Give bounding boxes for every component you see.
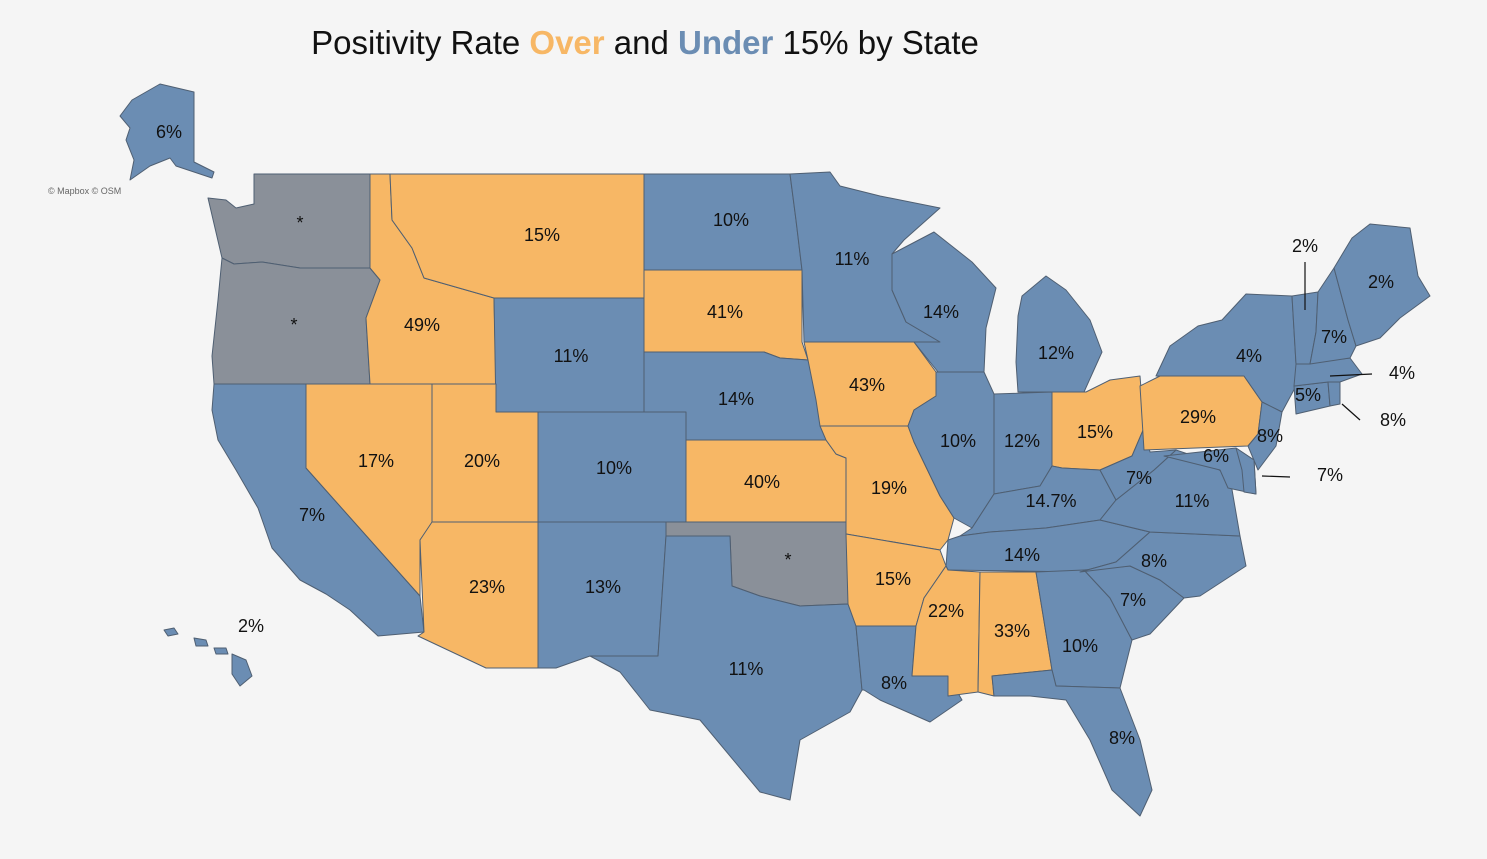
state-label-oh: 15% [1077,422,1113,442]
state-label-or: * [290,315,297,335]
state-label-nc: 8% [1141,551,1167,571]
state-label-de: 7% [1317,465,1343,485]
state-label-ia: 43% [849,375,885,395]
state-label-md: 6% [1203,446,1229,466]
state-label-ms: 22% [928,601,964,621]
state-label-ar: 15% [875,569,911,589]
title-part-2: and [604,24,679,61]
state-nc[interactable] [1079,531,1247,599]
state-label-nh: 7% [1321,327,1347,347]
state-label-sc: 7% [1120,590,1146,610]
state-de[interactable] [1235,447,1257,495]
state-label-wi: 14% [923,302,959,322]
state-label-ut: 20% [464,451,500,471]
state-label-mo: 19% [871,478,907,498]
title-under-word: Under [678,24,774,61]
state-label-nd: 10% [713,210,749,230]
state-label-mt: 15% [524,225,560,245]
leader-line-ri [1341,403,1361,421]
state-mi[interactable] [1015,275,1103,393]
state-tx[interactable] [589,535,863,801]
state-labels-layer: * * 7% 49% 17% 15% 11% 20% 23% 10% 13% 10% 41% 14% 40%… [156,122,1415,748]
state-label-ct: 5% [1295,385,1321,405]
state-ri[interactable] [1327,381,1341,407]
state-label-ny: 4% [1236,346,1262,366]
state-label-vt: 2% [1292,236,1318,256]
state-label-al: 33% [994,621,1030,641]
state-label-wa: * [296,213,303,233]
state-mt[interactable] [389,173,645,299]
states-layer [119,83,1431,817]
state-label-ca: 7% [299,505,325,525]
state-label-mi: 12% [1038,343,1074,363]
state-label-ga: 10% [1062,636,1098,656]
state-label-ky: 14.7% [1025,491,1076,511]
state-label-az: 23% [469,577,505,597]
state-label-la: 8% [881,673,907,693]
title-part-3: 15% by State [773,24,979,61]
state-label-tn: 14% [1004,545,1040,565]
state-nj[interactable] [1247,401,1283,471]
state-label-wy: 11% [554,346,589,366]
state-label-ak: 6% [156,122,182,142]
state-ak[interactable] [119,83,215,181]
title-over-word: Over [529,24,605,61]
state-wa[interactable] [207,173,371,269]
state-label-va: 11% [1175,491,1210,511]
state-label-nm: 13% [585,577,621,597]
state-label-in: 12% [1004,431,1040,451]
state-label-pa: 29% [1180,407,1216,427]
title-part-1: Positivity Rate [311,24,530,61]
state-label-ma: 4% [1389,363,1415,383]
state-label-wv: 7% [1126,468,1152,488]
leader-line-ma [1329,373,1373,377]
state-wv[interactable] [1099,427,1177,501]
state-label-nj: 8% [1257,426,1283,446]
leader-lines-layer [1261,262,1373,478]
state-label-tx: 11% [729,659,764,679]
state-label-fl: 8% [1109,728,1135,748]
state-label-me: 2% [1368,272,1394,292]
state-me[interactable] [1333,223,1431,347]
state-label-ri: 8% [1380,410,1406,430]
state-label-id: 49% [404,315,440,335]
state-az[interactable] [417,521,539,669]
state-label-mn: 11% [835,249,870,269]
state-label-co: 10% [596,458,632,478]
state-fl[interactable] [991,669,1153,817]
state-label-ne: 14% [718,389,754,409]
state-label-hi: 2% [238,616,264,636]
state-hi[interactable] [163,627,253,687]
state-label-sd: 41% [707,302,743,322]
map-attribution: © Mapbox © OSM [48,186,122,196]
state-ms[interactable] [911,565,981,697]
map-title: Positivity Rate Over and Under 15% by St… [0,24,1290,62]
state-label-ok: * [784,550,791,570]
state-label-nv: 17% [358,451,394,471]
state-label-il: 10% [940,431,976,451]
leader-line-de [1261,475,1291,478]
state-label-ks: 40% [744,472,780,492]
